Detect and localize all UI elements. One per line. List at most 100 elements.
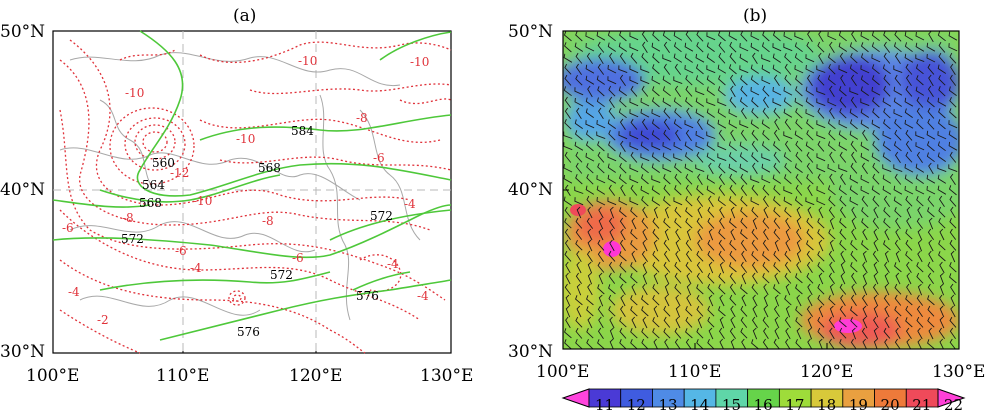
wind-barb: [807, 206, 813, 219]
wind-barb: [663, 316, 671, 328]
wind-barb: [752, 272, 758, 285]
wind-barb: [873, 316, 879, 329]
wind-barb: [873, 206, 879, 219]
wind-barb: [895, 217, 901, 230]
wind-barb: [882, 97, 892, 107]
wind-barb: [860, 174, 870, 184]
wind-barb: [860, 31, 870, 41]
wind-barb: [926, 174, 936, 184]
wind-barb: [598, 316, 604, 329]
wind-barb: [817, 262, 825, 273]
wind-barb: [938, 52, 946, 64]
wind-barb: [752, 294, 758, 307]
wind-barb: [839, 173, 846, 185]
wind-barb: [784, 295, 792, 306]
wind-barb: [664, 206, 670, 219]
wind-barb: [784, 74, 792, 86]
wind-barb: [619, 207, 627, 218]
wind-barb: [618, 65, 628, 74]
wind-barb: [894, 151, 901, 163]
wind-barb: [785, 217, 791, 230]
wind-barb: [752, 52, 758, 65]
wind-barb: [640, 153, 650, 162]
wind-barb: [895, 316, 901, 329]
wind-barb: [927, 283, 935, 295]
wind-barb: [818, 305, 824, 318]
wind-barb: [894, 283, 902, 295]
wind-barb: [795, 284, 803, 295]
wind-barb: [838, 65, 848, 74]
wind-barb: [948, 120, 958, 129]
wind-barb: [717, 196, 726, 207]
wind-barb: [751, 228, 759, 240]
wind-barb: [750, 197, 760, 206]
wind-barb: [839, 108, 847, 119]
wind-barb: [574, 141, 584, 151]
wind-barb: [905, 85, 913, 97]
wind-barb: [609, 239, 615, 252]
wind-barb: [652, 250, 660, 262]
wind-barb: [860, 185, 870, 195]
wind-barb: [773, 107, 781, 119]
wind-barb: [938, 195, 945, 207]
wind-barb: [684, 65, 694, 74]
panel-a-topography: [59, 52, 421, 321]
wind-barb: [860, 75, 869, 86]
wind-barb: [596, 31, 606, 41]
red-label: -10: [298, 54, 317, 68]
wind-barb: [675, 294, 681, 307]
wind-barb: [684, 152, 693, 163]
wind-barb: [761, 76, 771, 85]
wind-barb: [663, 239, 671, 251]
wind-barb: [829, 327, 835, 340]
wind-barb: [917, 283, 923, 296]
wind-barb: [751, 316, 758, 328]
wind-barb: [883, 52, 891, 64]
wind-barb: [950, 63, 956, 76]
wind-barb: [696, 305, 704, 317]
wind-barb: [784, 174, 792, 185]
wind-barb: [773, 228, 781, 240]
wind-barb: [718, 129, 726, 141]
wind-barb: [816, 197, 826, 206]
wind-barb: [653, 239, 659, 252]
wind-barb: [916, 272, 924, 284]
wind-barb: [652, 284, 660, 295]
wind-barb: [673, 153, 683, 161]
wind-barb: [565, 294, 571, 307]
wind-barb: [740, 85, 748, 97]
wind-barb: [774, 327, 780, 340]
wind-barb: [805, 109, 815, 118]
wind-barb: [873, 239, 879, 252]
colorbar-boxes: [588, 388, 939, 408]
wind-barb: [904, 163, 914, 173]
wind-barb: [938, 75, 946, 86]
wind-barb: [928, 250, 934, 263]
wind-barb: [838, 119, 848, 129]
wind-barb: [763, 294, 769, 307]
wind-barb: [850, 306, 858, 317]
wind-barb: [762, 195, 769, 207]
wind-barb: [564, 283, 572, 295]
wind-barb: [762, 338, 769, 349]
wind-barb: [862, 272, 868, 285]
wind-barb: [905, 195, 913, 207]
wind-barb: [905, 140, 912, 152]
wind-barb: [740, 75, 748, 86]
wind-barb: [587, 85, 593, 98]
wind-barb: [783, 97, 792, 108]
wind-barb: [905, 129, 913, 141]
wind-barb: [598, 294, 604, 307]
wind-barb: [674, 108, 682, 119]
panel-b-ytick-50: 50°N: [508, 22, 554, 42]
wind-barb: [719, 217, 725, 230]
wind-barb: [607, 42, 616, 52]
wind-barb: [906, 206, 912, 219]
wind-barb: [630, 240, 638, 251]
wind-barb: [762, 239, 769, 251]
wind-barb: [662, 142, 672, 151]
wind-barb: [718, 272, 726, 284]
wind-barb: [893, 164, 903, 173]
wind-barb: [717, 153, 727, 162]
wind-barb: [849, 87, 859, 96]
